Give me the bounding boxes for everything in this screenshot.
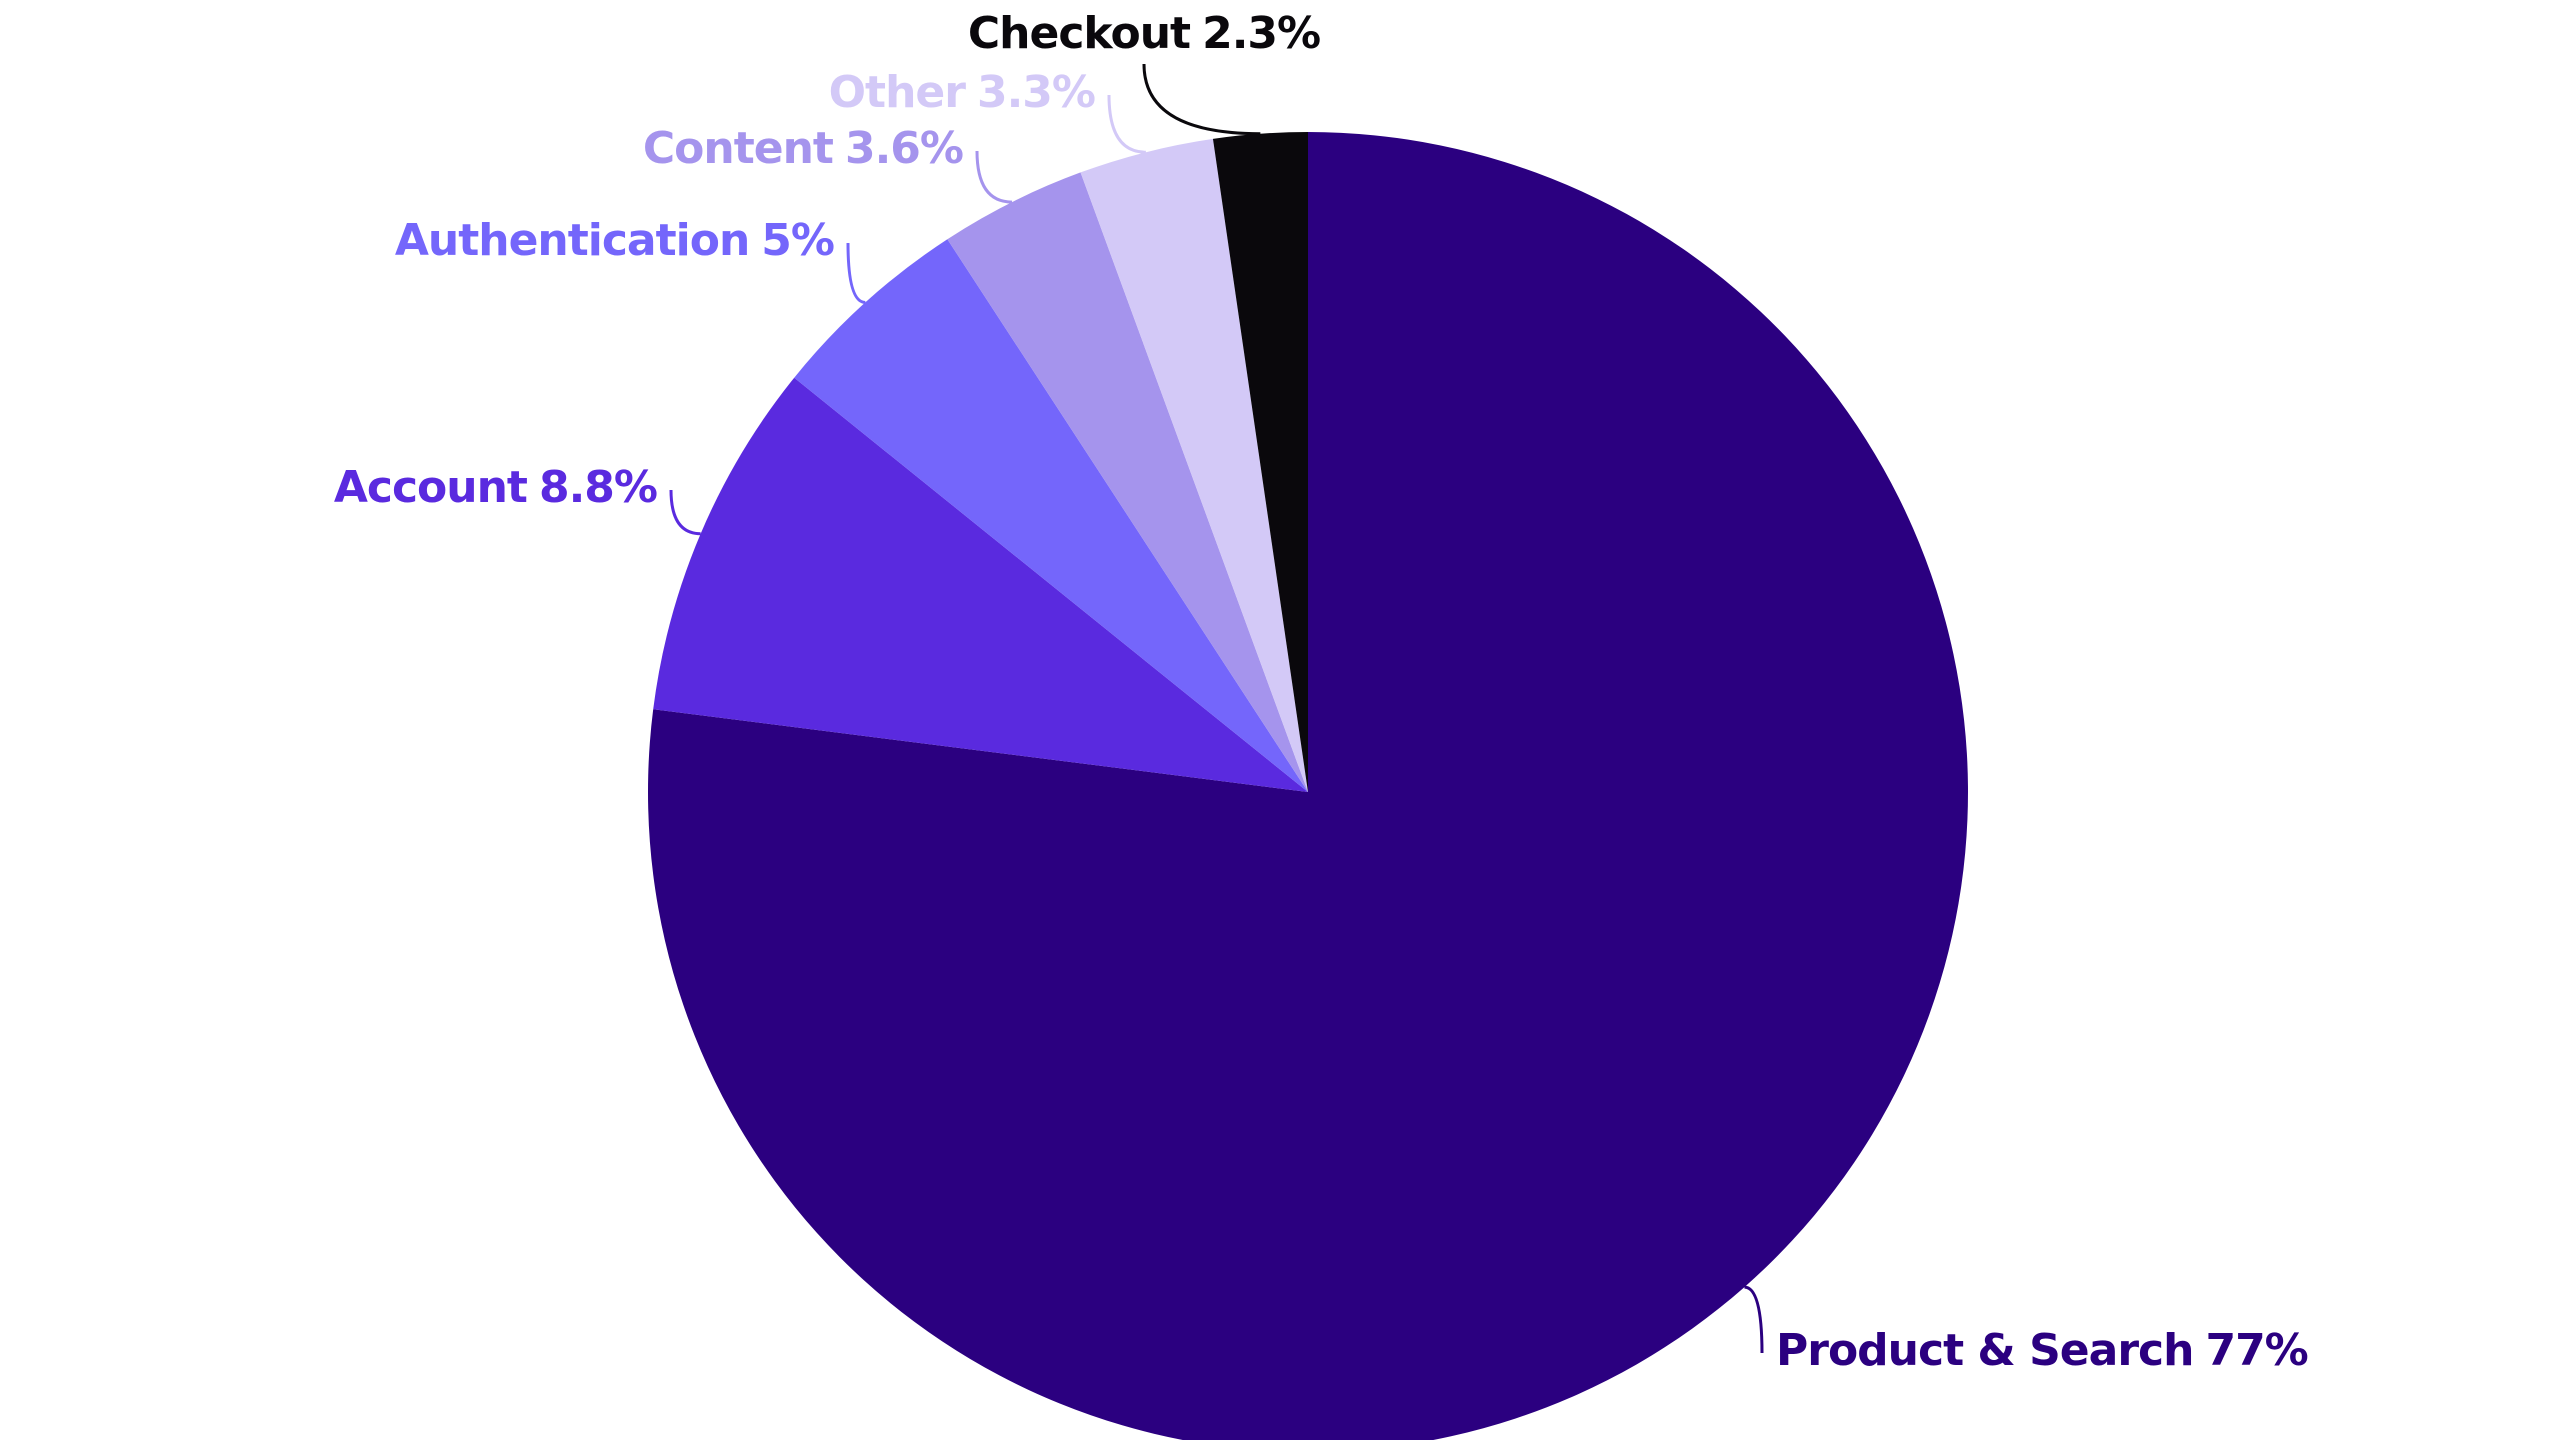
- slice-label: Product & Search 77%: [1776, 1325, 2308, 1376]
- slice-name: Checkout: [968, 8, 1191, 59]
- pie-slice: [1212, 132, 1308, 792]
- leader-line: [1744, 1285, 1764, 1354]
- slice-value: 2.3%: [1202, 8, 1320, 59]
- slice-label: Authentication 5%: [395, 215, 834, 266]
- leader-line: [846, 242, 866, 304]
- slice-value: 77%: [2205, 1325, 2307, 1376]
- leader-line: [1107, 94, 1146, 154]
- slice-value: 3.6%: [845, 123, 963, 174]
- slice-name: Other: [829, 67, 967, 118]
- slice-name: Account: [334, 462, 528, 513]
- slice-value: 3.3%: [977, 67, 1095, 118]
- slice-name: Product & Search: [1776, 1325, 2193, 1376]
- slice-name: Authentication: [395, 215, 749, 266]
- slice-label: Checkout 2.3%: [968, 8, 1320, 59]
- leader-line: [669, 489, 701, 536]
- leader-line: [975, 150, 1013, 204]
- slice-name: Content: [643, 123, 834, 174]
- pie-slice: [1080, 138, 1308, 792]
- pie-slice: [947, 172, 1308, 792]
- pie-slice: [648, 132, 1968, 1440]
- slice-value: 8.8%: [539, 462, 657, 513]
- pie-slice: [653, 377, 1308, 792]
- pie-slice: [794, 239, 1308, 792]
- leader-line: [1142, 63, 1261, 136]
- slice-label: Other 3.3%: [829, 67, 1095, 118]
- slice-label: Account 8.8%: [334, 462, 657, 513]
- slice-value: 5%: [761, 215, 834, 266]
- slice-label: Content 3.6%: [643, 123, 963, 174]
